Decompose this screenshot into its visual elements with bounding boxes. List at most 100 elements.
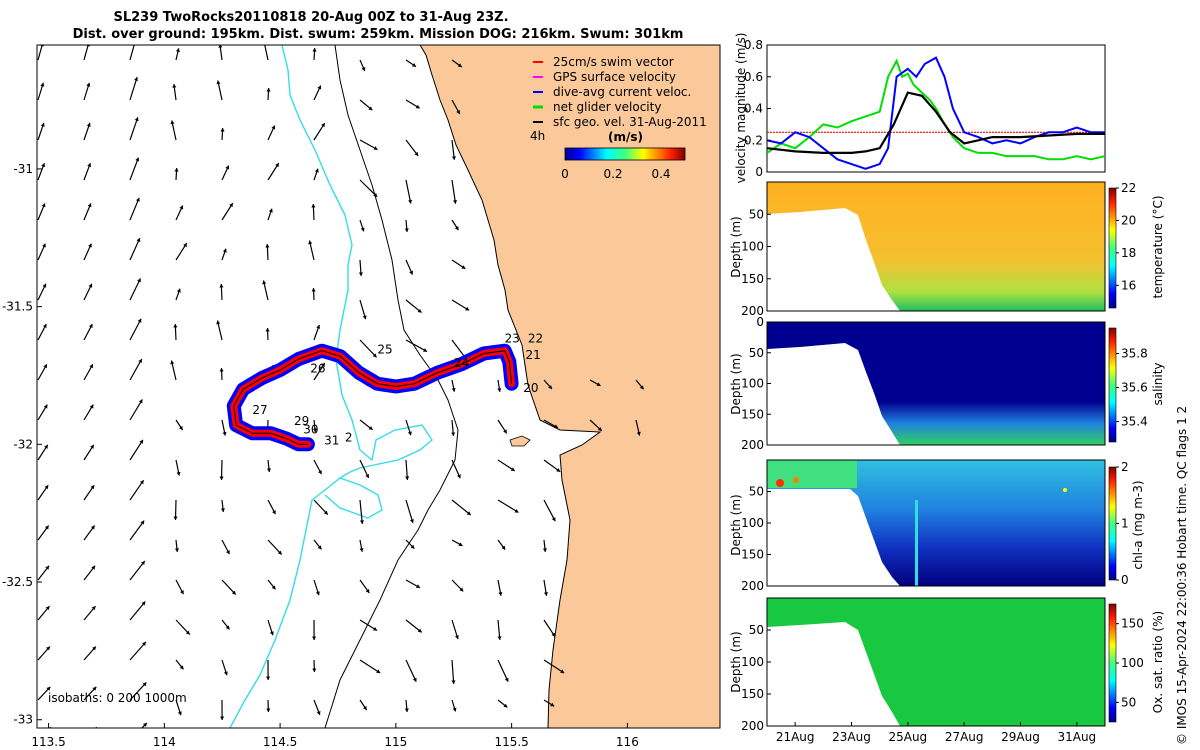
- velocity-vector-head: [373, 146, 378, 150]
- velocity-vector-head: [43, 404, 48, 409]
- velocity-vector: [497, 499, 519, 513]
- colorbar-tick-label: 100: [1121, 656, 1144, 670]
- velocity-vector-head: [560, 669, 565, 674]
- map-x-tick-label: 115.5: [494, 735, 528, 749]
- velocity-vector-head: [266, 676, 271, 680]
- legend-swim-vector: 25cm/s swim vector: [553, 55, 674, 69]
- velocity-series-line: [767, 91, 1105, 154]
- isobaths-label: isobaths: 0 200 1000m: [48, 691, 187, 705]
- isobath-200m-loop: [324, 477, 383, 519]
- salinity-cbar-label: salinity: [1151, 362, 1165, 405]
- map-colorbar-ticks: 0 0.2 0.4: [561, 167, 670, 181]
- velocity-vector-head: [459, 587, 464, 592]
- velocity-vector-head: [312, 636, 317, 640]
- section-y-tick-label: 200: [741, 438, 764, 452]
- velocity-series: [767, 56, 1105, 170]
- title-line-2: Dist. over ground: 195km. Dist. swum: 25…: [73, 27, 684, 42]
- salinity-panel: 0 50 100 150 200 Depth (m) 35.4 35.6 35.8 sali…: [729, 315, 1165, 452]
- temperature-panel: 50 100 150 200 Depth (m) 16 18 20 22 temperatu…: [729, 181, 1165, 318]
- chlorophyll-bathymetry-mask: [767, 489, 900, 586]
- map-y-tick-label: -31: [13, 162, 33, 176]
- velocity-vector-head: [404, 708, 409, 712]
- velocity-vector: [264, 45, 269, 61]
- velocity-vector-head: [90, 485, 95, 490]
- velocity-vector-head: [457, 63, 462, 67]
- velocity-vector-head: [497, 388, 502, 392]
- legend-gps-velocity: GPS surface velocity: [553, 70, 676, 84]
- velocity-vector: [452, 740, 463, 750]
- velocity-vector-head: [42, 243, 46, 248]
- section-y-tick-label: 200: [741, 579, 764, 593]
- velocity-vector-head: [86, 122, 91, 127]
- velocity-vector-head: [179, 665, 184, 670]
- map-colorbar-tick-label: 0: [561, 167, 569, 181]
- velocity-vector-head: [363, 705, 367, 710]
- velocity-vector: [129, 439, 144, 461]
- velocity-vector: [360, 740, 363, 750]
- colorbar-tick-label: 2: [1121, 460, 1129, 474]
- section-y-tick-label: 50: [749, 207, 764, 221]
- velocity-vector-head: [639, 385, 644, 390]
- velocity-vector-head: [91, 565, 96, 570]
- velocity-vector-head: [556, 468, 561, 472]
- chlorophyll-colorbar-ticks: 0 1 2: [1116, 460, 1129, 587]
- velocity-vector-head: [269, 631, 274, 636]
- temperature-colorbar: [1108, 187, 1117, 309]
- velocity-vector-head: [46, 686, 51, 691]
- velocity-vector-head: [458, 542, 463, 546]
- day-label: 26: [310, 362, 325, 376]
- day-label: 30: [303, 422, 318, 436]
- salinity-colorbar-ticks: 35.4 35.6 35.8: [1116, 347, 1148, 429]
- colorbar-tick-label: 16: [1121, 278, 1136, 292]
- velocity-vector-head: [553, 424, 558, 429]
- velocity-vector-head: [231, 590, 236, 595]
- velocity-vector-head: [176, 471, 181, 476]
- velocity-vector-head: [44, 485, 49, 490]
- velocity-vector-head: [405, 476, 410, 480]
- oxygen-x-ticks: 21Aug 23Aug 25Aug 27Aug 29Aug 31Aug: [776, 722, 1096, 744]
- velocity-vector-head: [596, 382, 601, 386]
- velocity-vector-head: [42, 324, 47, 329]
- velocity-vector: [314, 740, 327, 750]
- velocity-vector: [129, 682, 147, 701]
- velocity-y-ticks: 0 0.2 0.4 0.6 0.8: [744, 38, 771, 179]
- velocity-vector-head: [170, 360, 175, 365]
- velocity-vector-head: [597, 427, 602, 431]
- section-y-tick-label: 150: [741, 272, 764, 286]
- velocity-vector-head: [175, 48, 180, 53]
- legend-interval-label: 4h: [530, 129, 545, 143]
- legend-dive-avg: dive-avg current veloc.: [553, 85, 691, 99]
- velocity-vector: [544, 740, 553, 750]
- chlorophyll-hotspot-3: [1063, 488, 1067, 492]
- day-label: 2: [345, 431, 353, 445]
- velocity-vector-head: [316, 324, 321, 329]
- map-x-tick-label: 114: [153, 735, 176, 749]
- velocity-vector-head: [376, 669, 381, 673]
- velocity-vector-head: [316, 710, 321, 715]
- velocity-vector: [129, 358, 143, 381]
- map-legend: 25cm/s swim vector GPS surface velocity …: [530, 55, 707, 181]
- velocity-vector-head: [88, 243, 92, 248]
- chlorophyll-ylabel: Depth (m): [729, 494, 743, 555]
- velocity-vector-head: [323, 510, 328, 515]
- velocity-vector-head: [88, 283, 93, 288]
- velocity-vector-head: [86, 82, 91, 87]
- velocity-vector-head: [134, 77, 139, 81]
- section-y-tick-label: 150: [741, 548, 764, 562]
- velocity-vector-head: [277, 550, 282, 555]
- velocity-vector-head: [45, 606, 50, 611]
- velocity-vector-head: [312, 428, 317, 432]
- velocity-vector-head: [359, 548, 364, 552]
- velocity-vector: [129, 479, 145, 501]
- velocity-vector-head: [141, 601, 146, 606]
- velocity-vector-head: [225, 625, 230, 630]
- velocity-vector-head: [317, 85, 322, 90]
- velocity-vector-head: [373, 626, 378, 631]
- velocity-vector-head: [226, 550, 230, 555]
- velocity-vector: [129, 641, 147, 661]
- chlorophyll-cbar-label: chl-a (mg m-3): [1131, 480, 1145, 569]
- colorbar-tick-label: 150: [1121, 617, 1144, 631]
- velocity-vector-head: [137, 278, 141, 283]
- velocity-vector-head: [548, 385, 552, 389]
